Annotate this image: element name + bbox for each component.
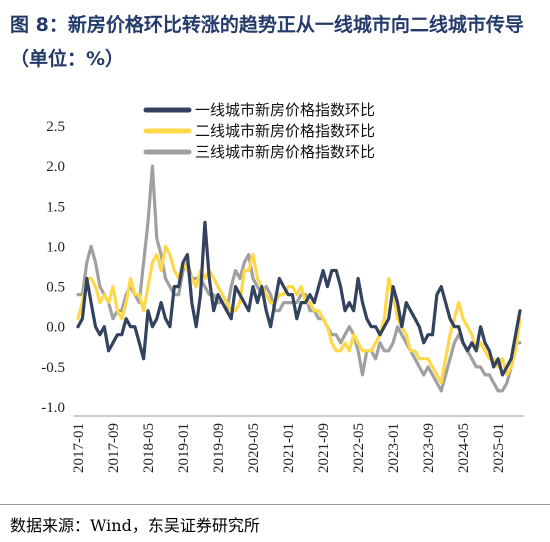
y-tick-label: 0.5 [46, 280, 65, 296]
x-tick-label: 2022-05 [351, 423, 367, 473]
legend-label-1: 一线城市新房价格指数环比 [195, 101, 375, 119]
figure-title: 图 8：新房价格环比转涨的趋势正从一线城市向二线城市传导（单位：%） [10, 14, 524, 70]
x-tick-label: 2017-09 [106, 423, 122, 473]
x-tick-label: 2025-01 [491, 423, 507, 473]
x-tick-label: 2023-09 [421, 423, 437, 473]
x-tick-label: 2019-01 [176, 423, 192, 473]
y-tick-label: 1.5 [46, 199, 65, 215]
y-tick-label: -1.0 [41, 400, 65, 416]
x-tick-label: 2018-05 [141, 423, 157, 473]
series-line-3 [76, 164, 522, 393]
chart-axes: 2.5 2.0 1.5 1.0 0.5 0.0 -0.5 -1.0 2017-01 2017-09… [41, 119, 524, 473]
y-tick-label: 0.0 [46, 320, 65, 336]
y-tick-label: -0.5 [41, 360, 65, 376]
y-tick-label: 1.0 [46, 239, 65, 255]
x-tick-label: 2020-05 [246, 423, 262, 473]
x-tick-label: 2023-01 [386, 423, 402, 473]
series-line-1 [76, 220, 522, 377]
legend-label-3: 三线城市新房价格指数环比 [195, 143, 375, 161]
chart-series [76, 164, 522, 393]
x-tick-label: 2017-01 [71, 423, 87, 473]
legend-label-2: 二线城市新房价格指数环比 [195, 122, 375, 140]
x-tick-label: 2021-09 [316, 423, 332, 473]
x-tick-label: 2019-09 [211, 423, 227, 473]
x-tick-label: 2024-05 [456, 423, 472, 473]
source-divider [0, 504, 550, 505]
source-note: 数据来源：Wind，东吴证券研究所 [10, 516, 260, 535]
y-tick-label: 2.0 [46, 159, 65, 175]
y-tick-label: 2.5 [46, 119, 65, 135]
series-line-2 [76, 244, 522, 385]
x-tick-label: 2021-01 [281, 423, 297, 473]
